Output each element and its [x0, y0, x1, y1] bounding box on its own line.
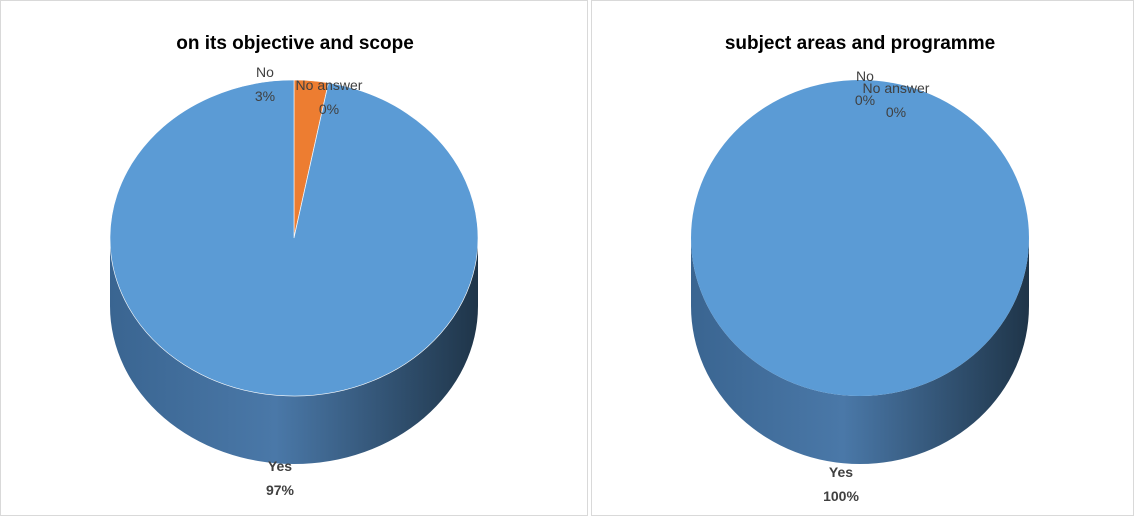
data-label-no-percent: 0% [855, 92, 875, 108]
data-label-yes: Yes [268, 458, 292, 474]
data-label-no-percent: 3% [255, 88, 275, 104]
data-label-yes-percent: 97% [266, 482, 295, 498]
chart-title: subject areas and programme [725, 33, 995, 54]
pie-slice-yes [109, 79, 479, 397]
pie-side-wall [691, 238, 1029, 464]
pie-layer [691, 80, 1029, 464]
data-label-no-answer: No answer [863, 80, 930, 96]
pie-chart-subject-areas: subject areas and programme Yes100%No0%N… [691, 33, 1029, 504]
data-label-yes: Yes [829, 464, 853, 480]
label-layer: Yes 97% No 3% No answer 0% [255, 64, 363, 498]
chart-panel-subject-areas: subject areas and programme Yes 100% No 0% N… [591, 0, 1134, 516]
data-label-no: No [256, 64, 274, 80]
pie-layer [109, 79, 479, 464]
data-label-no-answer-percent: 0% [319, 101, 339, 117]
pie-chart-objective-scope: on its objective and scope Yes 97% No 3% No … [109, 33, 479, 498]
chart-panel-objective-scope: on its objective and scope Yes 97% No 3% No … [0, 0, 588, 516]
data-label-no-answer: No answer [296, 77, 363, 93]
chart-title: on its objective and scope [176, 33, 414, 54]
pie-side-wall [110, 238, 478, 464]
data-label-no-answer-percent: 0% [886, 104, 906, 120]
data-label-yes-percent: 100% [823, 488, 859, 504]
data-label-no: No [856, 68, 874, 84]
pie-slice-yes [691, 80, 1029, 396]
